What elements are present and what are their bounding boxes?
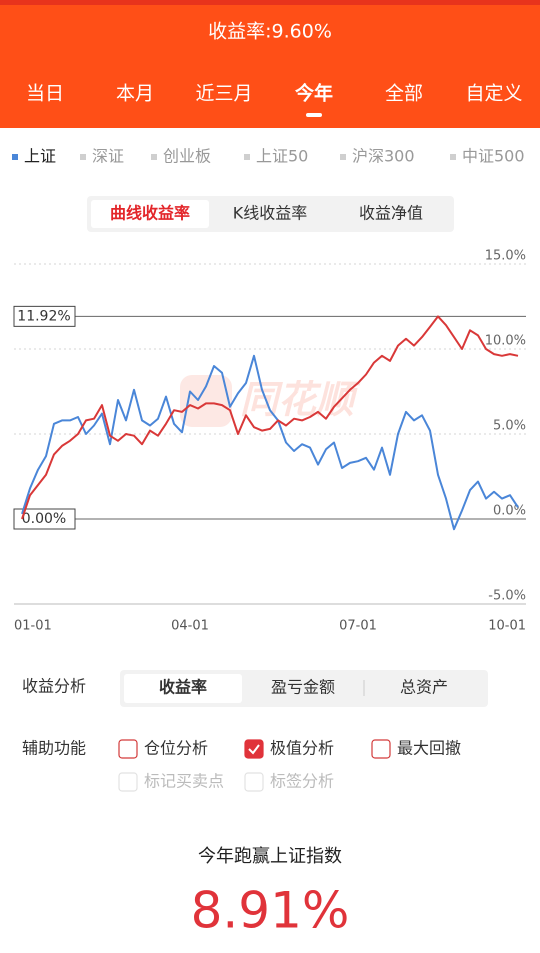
series-line [21,315,519,520]
header-bg [0,0,540,128]
reference-box [13,305,76,327]
chart-mode[interactable]: 曲线收益率 [110,204,190,223]
period-tab[interactable]: 今年 [294,82,333,105]
checkbox-label[interactable]: 最大回撤 [397,739,461,758]
checkbox[interactable] [244,739,264,759]
reference-label: 0.00% [22,511,66,527]
index-dot [80,154,86,160]
x-tick-label: 07-01 [339,619,377,634]
index-dot [450,154,456,160]
index-dot [151,154,157,160]
period-tab[interactable]: 全部 [385,83,423,105]
checkmark [248,744,260,755]
y-tick-label: 0.0% [493,504,526,519]
index-tab[interactable]: 沪深300 [352,147,415,166]
index-tab[interactable]: 上证 [24,147,56,166]
checkbox-label[interactable]: 仓位分析 [144,739,208,758]
checkbox-label: 标签分析 [270,772,334,791]
index-tab[interactable]: 创业板 [163,147,211,166]
period-tab[interactable]: 近三月 [195,83,252,105]
checkbox[interactable] [371,739,391,759]
x-tick-label: 10-01 [488,619,526,634]
series-line [21,354,519,531]
index-tab[interactable]: 中证500 [462,147,525,166]
chart-mode[interactable]: K线收益率 [233,204,308,223]
period-tab[interactable]: 自定义 [465,83,522,105]
watermark: 同花顺 [240,378,361,422]
analysis-option[interactable]: 收益率 [159,678,207,697]
checkbox-label: 标记买卖点 [144,772,224,791]
x-tick-label: 01-01 [14,619,52,634]
period-tab[interactable]: 当日 [26,83,64,105]
analysis-option[interactable]: 盈亏金额 [271,678,335,697]
reference-box [13,508,76,530]
mode-selected-bg [91,200,209,228]
index-dot [12,154,18,160]
result-value: 8.91% [191,882,350,940]
status-strip [0,0,540,5]
y-tick-label: 15.0% [485,249,526,264]
tab-underline [306,113,322,117]
checkbox-label[interactable]: 极值分析 [270,739,334,758]
x-tick-label: 04-01 [171,619,209,634]
index-dot [340,154,346,160]
index-tab[interactable]: 上证50 [256,147,308,166]
checkbox [244,772,264,792]
reference-label: 11.92% [17,308,70,324]
checkbox [118,772,138,792]
index-tab[interactable]: 深证 [92,147,124,166]
chart-mode[interactable]: 收益净值 [359,204,423,223]
analysis-selected-bg [124,674,242,703]
checkbox[interactable] [118,739,138,759]
analysis-label: 收益分析 [22,677,86,696]
period-tab[interactable]: 本月 [116,83,154,105]
y-tick-label: -5.0% [488,589,526,604]
analysis-option[interactable]: 总资产 [400,678,448,697]
y-tick-label: 5.0% [493,419,526,434]
aux-label: 辅助功能 [22,739,86,758]
result-caption: 今年跑赢上证指数 [198,845,342,867]
index-dot [244,154,250,160]
header-title: 收益率:9.60% [208,21,332,43]
y-tick-label: 10.0% [485,334,526,349]
watermark-icon [180,375,232,427]
